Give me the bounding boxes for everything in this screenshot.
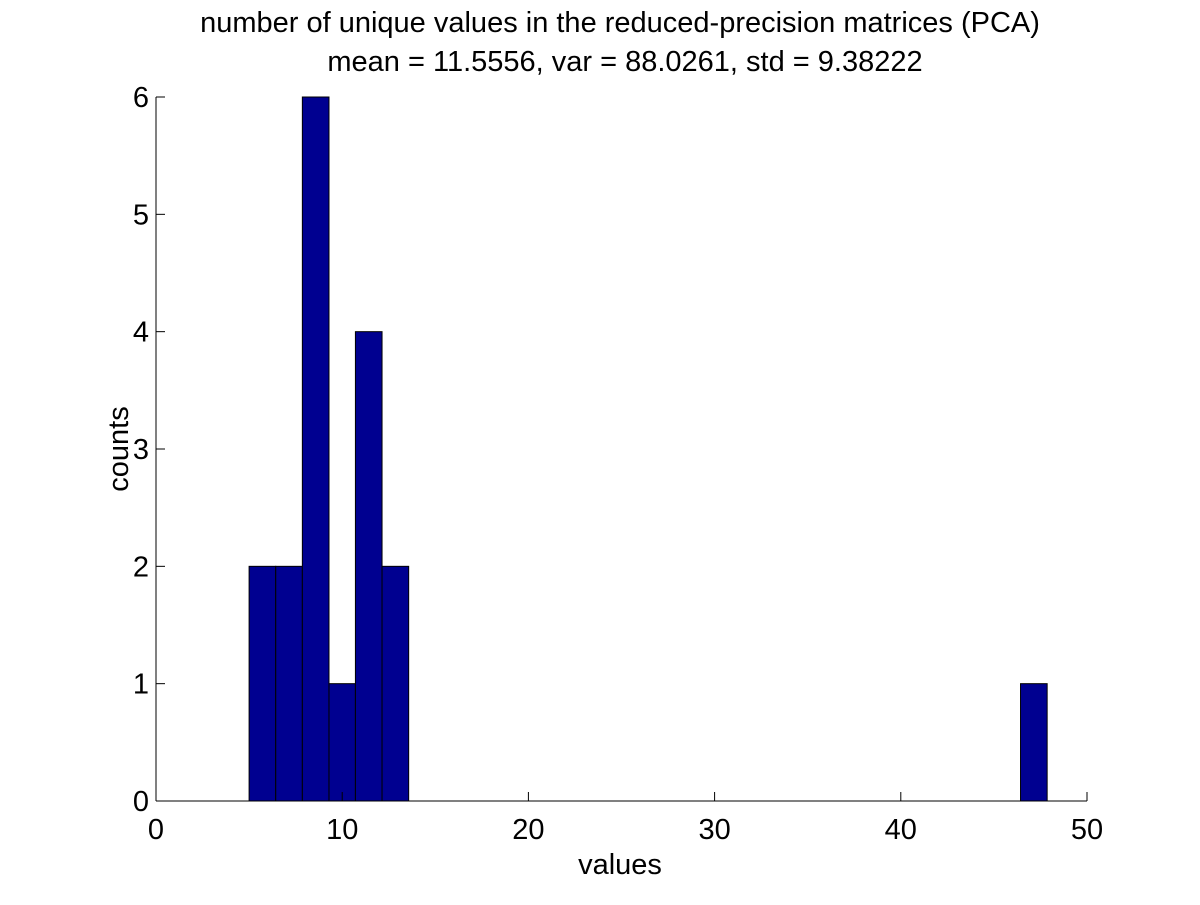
y-tick-label: 2 xyxy=(133,551,149,583)
x-tick-label: 40 xyxy=(885,814,917,846)
y-tick-label: 6 xyxy=(133,82,149,114)
x-tick-label: 10 xyxy=(326,814,358,846)
histogram-bar xyxy=(301,96,330,802)
x-tick-label: 0 xyxy=(148,814,164,846)
x-axis-label: values xyxy=(578,849,662,881)
y-tick-label: 0 xyxy=(133,786,149,818)
histogram-bar xyxy=(381,565,410,802)
histogram-bar xyxy=(354,331,383,802)
y-tick-label: 1 xyxy=(133,669,149,701)
chart-subtitle: mean = 11.5556, var = 88.0261, std = 9.3… xyxy=(327,46,922,78)
chart-title: number of unique values in the reduced-p… xyxy=(200,7,1040,39)
histogram-bar xyxy=(248,565,277,802)
histogram-bar xyxy=(328,683,356,802)
histogram-bar xyxy=(1020,683,1048,802)
histogram-bar xyxy=(275,565,303,802)
x-tick-label: 50 xyxy=(1071,814,1103,846)
y-axis-label: counts xyxy=(103,406,135,491)
y-tick-label: 5 xyxy=(133,199,149,231)
x-ticks-group: 0 10 20 30 40 50 xyxy=(148,792,1103,846)
y-tick-label: 3 xyxy=(133,434,149,466)
y-ticks-group: 0 1 2 3 4 5 6 xyxy=(133,82,165,818)
x-tick-label: 20 xyxy=(512,814,544,846)
y-tick-label: 4 xyxy=(133,317,149,349)
bars-group xyxy=(248,96,1048,802)
x-tick-label: 30 xyxy=(698,814,730,846)
